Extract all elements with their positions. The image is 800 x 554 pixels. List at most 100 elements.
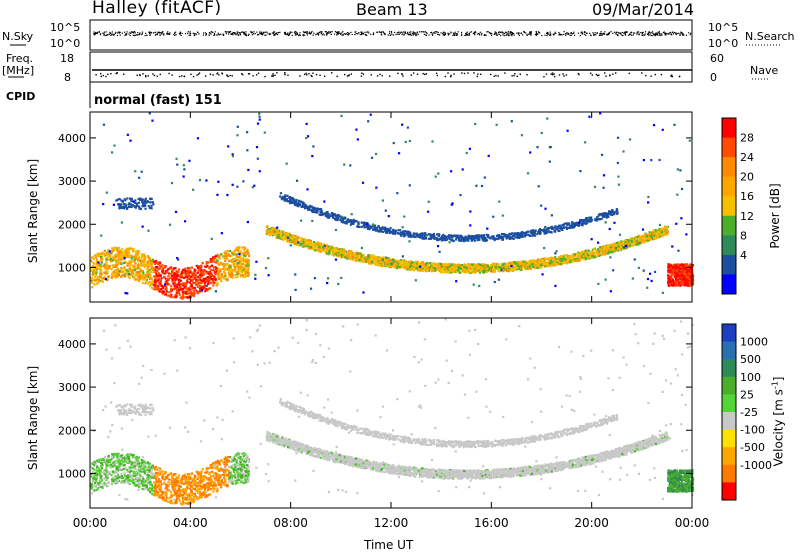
noise-sample — [460, 31, 463, 34]
power-echo — [112, 247, 115, 250]
noise-sample — [475, 31, 477, 34]
power-echo — [315, 241, 318, 245]
noise-sample — [181, 32, 183, 34]
noise-sample — [683, 34, 685, 36]
noise-sample — [566, 32, 568, 34]
power-echo — [103, 275, 106, 278]
noise-sample — [269, 33, 271, 35]
noise-sample — [393, 34, 395, 36]
power-echo — [185, 290, 188, 294]
noise-sample — [518, 34, 520, 36]
noise-sample — [161, 33, 163, 35]
power-echo — [167, 267, 170, 271]
noise-sample — [517, 32, 520, 34]
power-echo — [176, 283, 179, 286]
noise-sample — [245, 34, 247, 37]
power-echo — [160, 277, 163, 280]
power-echo — [146, 271, 149, 274]
power-echo — [177, 268, 181, 271]
noise-sample — [497, 32, 500, 34]
power-echo — [516, 260, 520, 264]
noise-sample — [442, 31, 445, 33]
power-echo — [150, 286, 154, 289]
noise-sample — [269, 32, 271, 35]
power-echo — [201, 261, 204, 265]
nave-sample — [463, 72, 466, 75]
power-echo — [536, 266, 539, 270]
noise-sample — [239, 32, 241, 34]
noise-sample — [434, 31, 436, 33]
noise-sample — [169, 33, 171, 35]
noise-sample — [323, 34, 326, 36]
power-echo — [112, 270, 116, 273]
noise-sample — [584, 33, 586, 36]
power-echo — [120, 275, 123, 278]
nave-sample — [678, 75, 681, 78]
noise-sample — [437, 31, 439, 34]
noise-sample — [366, 31, 368, 33]
power-echo — [105, 264, 109, 267]
power-echo — [220, 274, 224, 277]
noise-sample — [526, 34, 528, 36]
power-echo — [485, 270, 489, 273]
noise-sample — [426, 32, 428, 35]
noise-sample — [657, 34, 659, 36]
power-echo — [150, 270, 153, 273]
noise-sample — [541, 34, 543, 37]
noise-sample — [361, 33, 363, 36]
power-echo — [200, 281, 203, 285]
power-echo — [232, 258, 235, 261]
noise-sample — [630, 33, 632, 35]
noise-sample — [96, 32, 98, 34]
noise-sample — [268, 33, 271, 36]
noise-sample — [227, 33, 230, 35]
power-echo — [598, 254, 601, 257]
power-echo — [110, 276, 114, 279]
power-echo — [106, 253, 109, 256]
noise-sample — [409, 31, 411, 33]
noise-sample — [167, 33, 169, 35]
power-echo — [307, 239, 311, 242]
noise-sample — [378, 31, 381, 33]
power-echo — [237, 250, 240, 254]
noise-sample — [403, 34, 405, 36]
noise-sample — [126, 31, 128, 33]
power-echo — [226, 278, 229, 281]
noise-sample — [321, 34, 323, 36]
nave-sample — [264, 75, 266, 78]
noise-sample — [94, 33, 96, 35]
noise-sample — [509, 32, 511, 34]
noise-sample — [124, 34, 126, 37]
power-echo — [199, 265, 203, 268]
power-echo — [237, 247, 240, 250]
power-echo — [125, 206, 129, 209]
power-echo — [195, 276, 198, 279]
noise-sample — [179, 32, 181, 34]
power-echo — [117, 261, 120, 265]
noise-sample — [494, 32, 496, 34]
nave-sample — [299, 75, 301, 77]
noise-sample — [496, 34, 499, 36]
noise-sample — [577, 32, 579, 34]
noise-sample — [198, 33, 200, 35]
power-echo — [517, 267, 521, 270]
power-echo — [105, 261, 108, 264]
noise-sample — [505, 31, 507, 34]
noise-sample — [504, 31, 507, 33]
noise-sample — [598, 34, 601, 37]
nave-sample — [331, 72, 333, 74]
power-echo — [159, 282, 162, 285]
noise-sample — [502, 34, 504, 36]
noise-sample — [310, 32, 312, 34]
noise-sample — [139, 33, 141, 35]
noise-sample — [535, 34, 537, 36]
noise-sample — [202, 32, 205, 34]
power-echo — [108, 266, 111, 269]
nave-sample — [628, 72, 631, 75]
noise-sample — [315, 34, 317, 36]
power-echo — [320, 248, 323, 251]
noise-sample — [424, 31, 426, 33]
power-echo — [219, 269, 222, 272]
noise-sample — [570, 34, 572, 36]
power-echo — [192, 275, 195, 278]
